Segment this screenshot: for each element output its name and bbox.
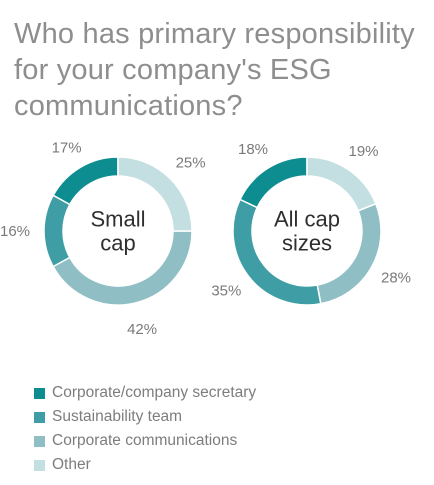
slice-data-label: 42% [127,321,157,338]
donut-slice-corporate-communications [52,230,193,306]
legend-item-other: Other [34,453,256,477]
legend-swatch [34,435,45,447]
title-line-3: communications? [14,90,243,122]
legend-swatch [34,459,45,471]
donut-slice-sustainability-team [232,198,322,306]
slice-data-label: 19% [349,143,379,160]
donut-slice-corporate-communications [316,202,382,305]
donut-slice-sustainability-team [43,194,71,268]
donut-center-label: sizes [282,231,332,256]
donut-center-label: cap [100,231,135,256]
legend-item-sustainability-team: Sustainability team [34,405,256,429]
legend-swatch [34,387,45,399]
slice-data-label: 35% [211,282,241,299]
legend-label: Sustainability team [52,408,183,425]
title-line-1: Who has primary responsibility [14,18,415,50]
donut-center-label: Small [90,207,145,232]
legend-label: Corporate/company secretary [52,384,257,401]
slice-data-label: 18% [238,141,268,158]
donut-slice-corporate-company-secretary [239,156,308,209]
chart-title: Who has primary responsibility for your … [14,16,424,124]
slice-data-label: 28% [381,270,411,287]
legend-swatch [34,411,45,423]
legend: Corporate/company secretary Sustainabili… [34,381,256,477]
slice-data-label: 25% [176,154,206,171]
slice-data-label: 16% [0,223,30,240]
donut-slice-other [306,156,377,212]
title-line-2: for your company's ESG [14,54,332,86]
legend-item-corporate-secretary: Corporate/company secretary [34,381,256,405]
legend-item-corporate-communications: Corporate communications [34,429,256,453]
donut-slice-other [117,156,193,232]
legend-label: Other [52,456,91,473]
legend-label: Corporate communications [52,432,238,449]
slice-data-label: 17% [52,140,82,157]
donut-center-label: All cap [274,207,340,232]
donut-slice-corporate-company-secretary [52,156,119,206]
